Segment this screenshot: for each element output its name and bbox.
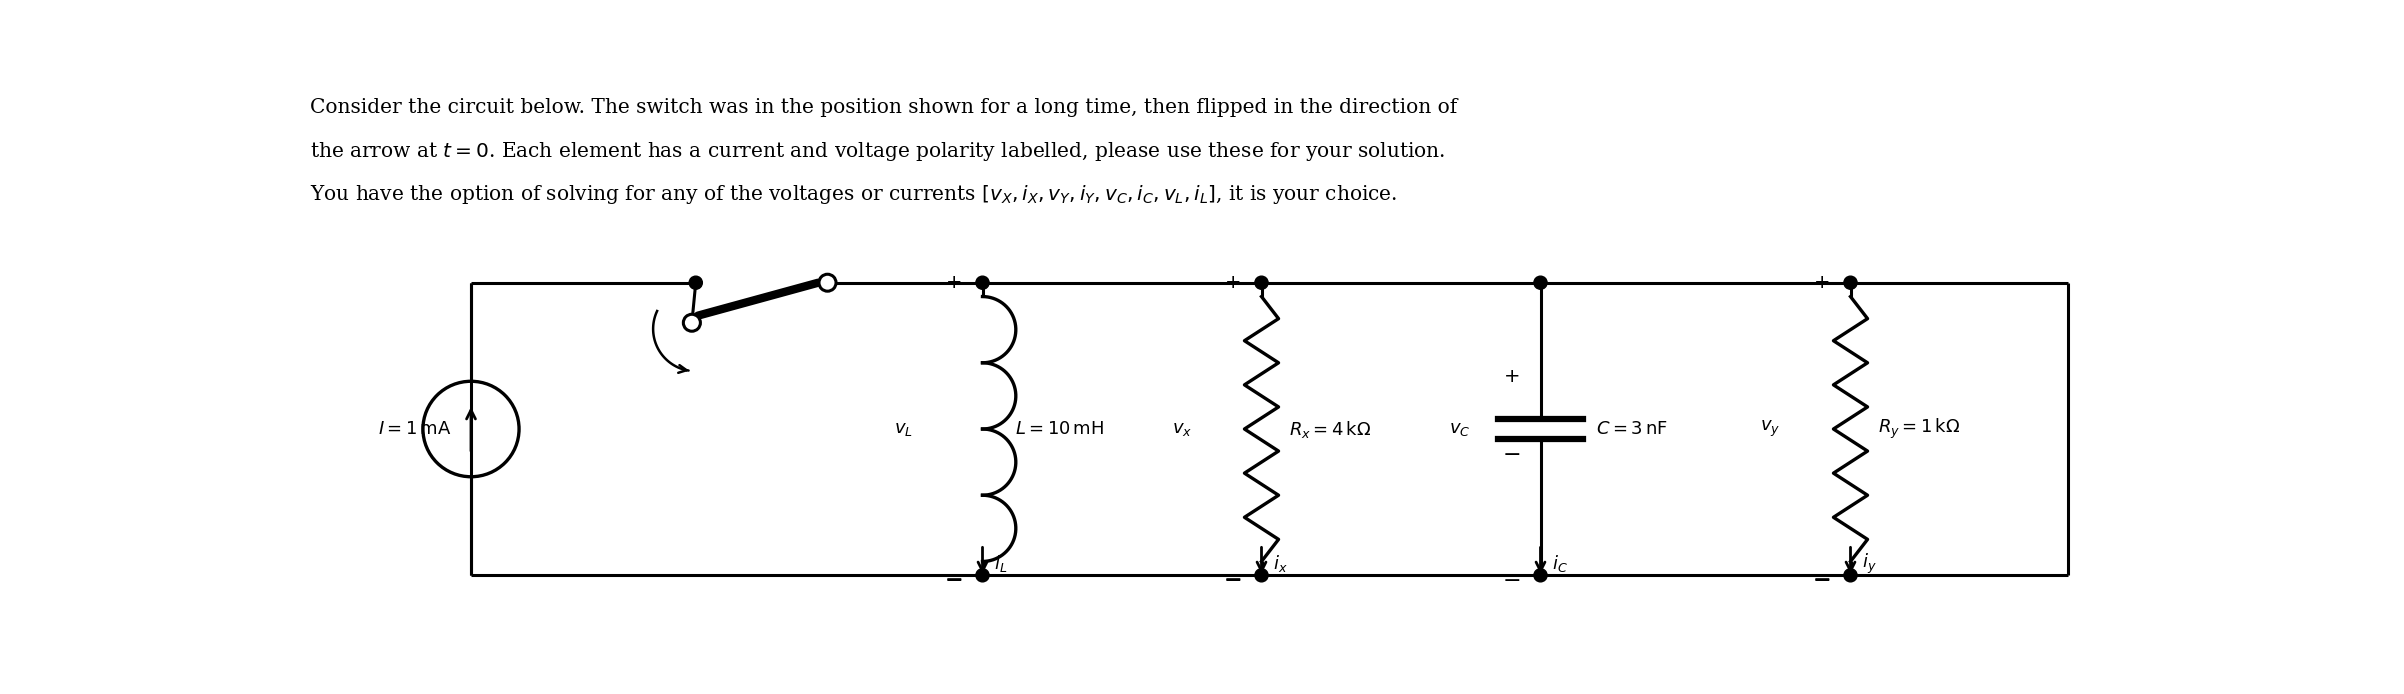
Circle shape (690, 276, 702, 289)
Text: $+$: $+$ (1224, 273, 1240, 291)
Circle shape (1255, 276, 1267, 289)
Text: $i_L$: $i_L$ (995, 553, 1007, 574)
Circle shape (820, 274, 837, 291)
Text: $i_x$: $i_x$ (1274, 553, 1289, 574)
Circle shape (976, 569, 988, 582)
Text: $-$: $-$ (1813, 568, 1829, 590)
Text: You have the option of solving for any of the voltages or currents $[v_X, i_X, v: You have the option of solving for any o… (310, 183, 1397, 205)
Text: $-$: $-$ (1813, 568, 1829, 589)
Text: $i_y$: $i_y$ (1863, 552, 1878, 576)
Text: $-$: $-$ (945, 568, 962, 589)
Text: $-$: $-$ (945, 568, 962, 590)
Text: $v_x$: $v_x$ (1171, 420, 1192, 438)
Circle shape (683, 314, 700, 331)
Text: $R_y = 1\,\mathrm{k\Omega}$: $R_y = 1\,\mathrm{k\Omega}$ (1878, 417, 1959, 441)
Circle shape (1844, 569, 1856, 582)
Text: $+$: $+$ (1502, 368, 1519, 386)
Text: $+$: $+$ (1813, 273, 1829, 291)
Text: $-$: $-$ (1224, 568, 1240, 590)
Text: $v_C$: $v_C$ (1450, 420, 1471, 438)
Circle shape (1255, 569, 1267, 582)
Text: $i_C$: $i_C$ (1553, 553, 1567, 574)
Text: $C = 3\,\mathrm{nF}$: $C = 3\,\mathrm{nF}$ (1596, 420, 1668, 438)
Text: $-$: $-$ (1502, 442, 1519, 464)
Text: $I = 1\,\mathrm{mA}$: $I = 1\,\mathrm{mA}$ (377, 420, 452, 438)
Circle shape (976, 276, 988, 289)
Circle shape (1534, 569, 1548, 582)
Text: $v_L$: $v_L$ (894, 420, 914, 438)
Text: $-$: $-$ (1502, 568, 1519, 590)
Text: $L = 10\,\mathrm{mH}$: $L = 10\,\mathrm{mH}$ (1014, 420, 1103, 438)
Text: $+$: $+$ (945, 273, 962, 291)
Text: $R_x = 4\,\mathrm{k\Omega}$: $R_x = 4\,\mathrm{k\Omega}$ (1289, 418, 1370, 439)
Text: Consider the circuit below. The switch was in the position shown for a long time: Consider the circuit below. The switch w… (310, 98, 1457, 117)
Text: $v_y$: $v_y$ (1760, 419, 1781, 439)
Circle shape (1534, 276, 1548, 289)
Text: $-$: $-$ (1224, 568, 1240, 589)
Circle shape (1844, 276, 1856, 289)
Circle shape (820, 276, 834, 289)
Text: the arrow at $t = 0$. Each element has a current and voltage polarity labelled, : the arrow at $t = 0$. Each element has a… (310, 140, 1445, 163)
